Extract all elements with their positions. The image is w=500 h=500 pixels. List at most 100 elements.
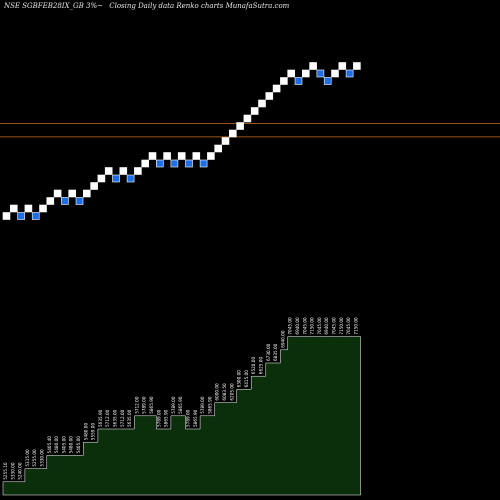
renko-brick-35 bbox=[258, 99, 266, 108]
brick-label-5: 5330.00 bbox=[40, 449, 45, 467]
renko-brick-22 bbox=[163, 152, 171, 160]
renko-brick-1 bbox=[10, 204, 18, 213]
renko-brick-12 bbox=[90, 182, 98, 190]
renko-brick-18 bbox=[134, 167, 142, 175]
brick-label-19: 5789.00 bbox=[142, 396, 147, 414]
renko-brick-17 bbox=[126, 174, 135, 183]
renko-brick-40 bbox=[294, 77, 303, 85]
renko-brick-8 bbox=[61, 197, 69, 205]
reference-lines bbox=[0, 122, 500, 138]
renko-brick-27 bbox=[199, 159, 208, 168]
brick-label-28: 5865.90 bbox=[207, 396, 212, 414]
renko-brick-14 bbox=[104, 167, 113, 175]
brick-label-21: 5789.00 bbox=[156, 409, 161, 427]
renko-brick-32 bbox=[236, 122, 244, 130]
renko-brick-0 bbox=[2, 212, 11, 220]
renko-brick-7 bbox=[53, 189, 62, 198]
renko-brick-5 bbox=[39, 204, 47, 213]
renko-brick-26 bbox=[192, 152, 201, 160]
renko-brick-20 bbox=[148, 152, 157, 160]
renko-brick-36 bbox=[265, 92, 274, 100]
brick-label-37: 6835.00 bbox=[273, 343, 278, 361]
brick-label-9: 5480.00 bbox=[69, 436, 74, 454]
renko-brick-16 bbox=[119, 167, 128, 175]
renko-brick-47 bbox=[345, 69, 354, 78]
renko-brick-28 bbox=[207, 152, 215, 160]
brick-label-10: 5405.00 bbox=[76, 436, 81, 454]
renko-brick-23 bbox=[170, 159, 179, 168]
renko-brick-48 bbox=[353, 62, 361, 70]
brick-label-34: 6520.00 bbox=[251, 357, 256, 375]
brick-label-44: 6940.00 bbox=[324, 317, 329, 335]
renko-brick-30 bbox=[221, 137, 230, 145]
renko-brick-42 bbox=[309, 62, 317, 70]
brick-label-1: 5330.00 bbox=[10, 462, 15, 480]
brick-label-42: 7150.00 bbox=[310, 317, 315, 335]
brick-label-33: 6415.00 bbox=[244, 370, 249, 388]
brick-label-6: 5405.40 bbox=[47, 436, 52, 454]
chart-title: NSE SGBFEB28IX_GB 3%~ Closing Daily data… bbox=[4, 2, 293, 10]
brick-label-8: 5405.00 bbox=[61, 436, 66, 454]
renko-brick-2 bbox=[17, 212, 25, 220]
brick-label-39: 7045.00 bbox=[288, 317, 293, 335]
brick-label-15: 5635.00 bbox=[113, 409, 118, 427]
brick-label-45: 7045.00 bbox=[332, 317, 337, 335]
brick-label-14: 5712.00 bbox=[105, 409, 110, 427]
renko-brick-39 bbox=[287, 69, 296, 78]
chart-symbol: NSE SGBFEB28IX_GB 3%~ bbox=[4, 2, 103, 10]
renko-brick-45 bbox=[331, 69, 339, 78]
brick-label-18: 5712.00 bbox=[134, 396, 139, 414]
renko-bricks bbox=[2, 62, 361, 220]
brick-label-7: 5480.00 bbox=[54, 436, 59, 454]
renko-brick-24 bbox=[177, 152, 186, 160]
renko-brick-13 bbox=[97, 174, 106, 183]
renko-brick-21 bbox=[156, 159, 164, 168]
brick-label-25: 5789.00 bbox=[186, 409, 191, 427]
renko-brick-43 bbox=[316, 69, 325, 78]
renko-brick-25 bbox=[185, 159, 193, 168]
chart-description: Closing Daily data Renko charts MunafaSu… bbox=[109, 2, 290, 10]
volume-area-shape bbox=[2, 336, 361, 496]
renko-brick-11 bbox=[83, 189, 91, 198]
brick-label-31: 6205.00 bbox=[229, 383, 234, 401]
volume-area bbox=[2, 336, 361, 496]
brick-label-29: 6000.00 bbox=[215, 383, 220, 401]
brick-label-20: 5865.90 bbox=[149, 396, 154, 414]
brick-label-11: 5480.00 bbox=[83, 423, 88, 441]
renko-brick-19 bbox=[141, 159, 149, 168]
brick-label-35: 6625.00 bbox=[259, 357, 264, 375]
brick-label-13: 5635.90 bbox=[98, 409, 103, 427]
brick-label-23: 5789.00 bbox=[171, 396, 176, 414]
renko-brick-15 bbox=[112, 174, 120, 183]
brick-label-36: 6730.00 bbox=[266, 343, 271, 361]
renko-brick-38 bbox=[280, 77, 288, 85]
renko-brick-31 bbox=[229, 129, 237, 138]
renko-brick-37 bbox=[272, 84, 281, 93]
renko-brick-34 bbox=[250, 107, 259, 115]
renko-brick-29 bbox=[214, 144, 222, 153]
renko-brick-6 bbox=[46, 197, 55, 205]
renko-brick-46 bbox=[338, 62, 347, 70]
brick-label-46: 7150.00 bbox=[339, 317, 344, 335]
brick-label-24: 5865.90 bbox=[178, 396, 183, 414]
brick-label-30: 6083.50 bbox=[222, 383, 227, 401]
brick-label-3: 5315.00 bbox=[25, 449, 30, 467]
brick-label-38: 6940.00 bbox=[280, 330, 285, 348]
renko-brick-33 bbox=[243, 114, 252, 123]
brick-label-4: 5255.00 bbox=[32, 449, 37, 467]
renko-brick-44 bbox=[323, 77, 332, 85]
brick-label-41: 7045.00 bbox=[302, 317, 307, 335]
brick-label-16: 5712.00 bbox=[120, 409, 125, 427]
renko-brick-3 bbox=[24, 204, 33, 213]
brick-label-26: 5865.90 bbox=[193, 409, 198, 427]
brick-label-48: 7150.00 bbox=[353, 317, 358, 335]
brick-label-32: 6300.00 bbox=[237, 370, 242, 388]
brick-label-27: 5789.00 bbox=[200, 396, 205, 414]
brick-label-40: 6940.00 bbox=[295, 317, 300, 335]
brick-label-12: 5559.00 bbox=[91, 423, 96, 441]
brick-label-47: 7045.00 bbox=[346, 317, 351, 335]
brick-label-43: 7045.00 bbox=[317, 317, 322, 335]
brick-label-17: 5635.00 bbox=[127, 409, 132, 427]
